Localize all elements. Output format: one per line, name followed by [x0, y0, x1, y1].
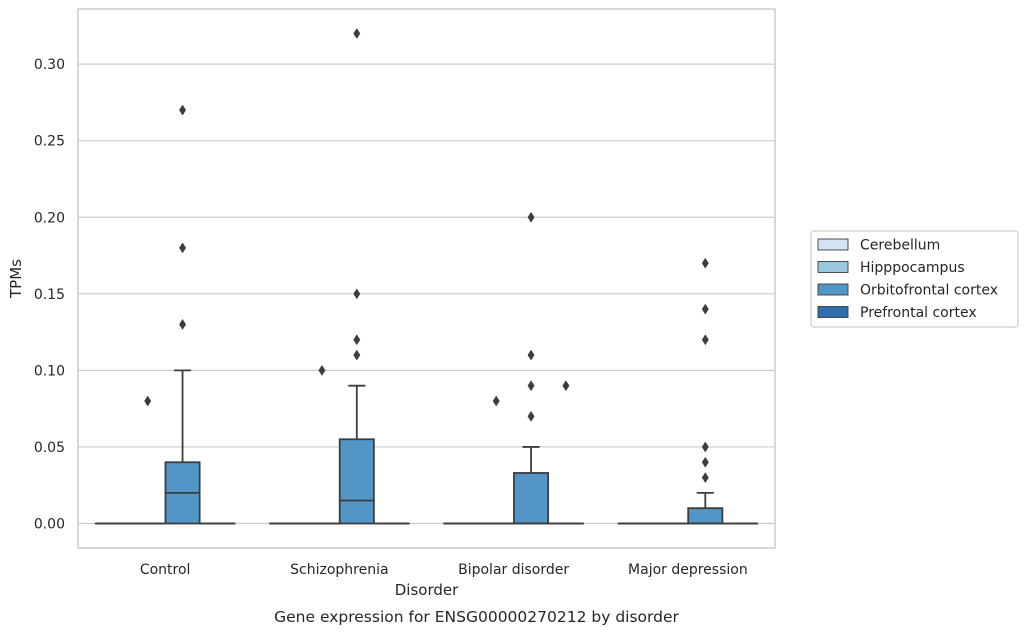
box-body	[338, 438, 375, 525]
outlier-point	[701, 303, 709, 315]
y-tick-label: 0.15	[34, 287, 65, 303]
outlier-point	[527, 211, 535, 223]
box-body	[687, 507, 724, 525]
box-body	[513, 472, 550, 525]
outlier-point	[144, 395, 152, 407]
outlier-point	[353, 334, 361, 346]
x-tick-label: Schizophrenia	[290, 562, 388, 578]
outlier-point	[527, 380, 535, 392]
box-group	[547, 380, 584, 525]
outlier-point	[701, 257, 709, 269]
legend-label: Hipppocampus	[860, 260, 965, 276]
legend-label: Cerebellum	[860, 238, 940, 254]
outlier-point	[179, 318, 187, 330]
y-tick-label: 0.25	[34, 134, 65, 150]
y-axis-title: TPMs	[7, 259, 25, 299]
x-tick-label: Major depression	[628, 562, 748, 578]
outlier-point	[179, 104, 187, 116]
x-tick-label: Bipolar disorder	[458, 562, 569, 578]
box-group	[478, 395, 515, 525]
legend-label: Orbitofrontal cortex	[860, 283, 998, 299]
x-tick-label: Control	[140, 562, 191, 578]
outlier-point	[701, 456, 709, 468]
plot-frame	[77, 8, 776, 549]
outlier-point	[701, 334, 709, 346]
legend-swatch	[817, 306, 849, 318]
y-tick-label: 0.10	[34, 363, 65, 379]
outlier-point	[701, 441, 709, 453]
y-tick-label: 0.20	[34, 210, 65, 226]
legend-swatch	[817, 283, 849, 296]
x-tick-labels: Control Schizophrenia Bipolar disorder Majo…	[140, 562, 748, 578]
box-group	[687, 257, 724, 525]
outlier-point	[353, 349, 361, 361]
chart-caption: Gene expression for ENSG00000270212 by d…	[274, 608, 679, 626]
y-tick-label: 0.30	[34, 57, 65, 73]
outlier-point	[353, 288, 361, 300]
y-tick-labels: 0.00 0.05 0.10 0.15 0.20 0.25 0.30	[34, 57, 65, 532]
x-axis-title: Disorder	[395, 581, 459, 599]
box-group	[338, 28, 375, 525]
legend-swatch	[817, 261, 849, 273]
y-tick-label: 0.00	[34, 517, 65, 533]
outlier-point	[701, 472, 709, 484]
boxes	[94, 28, 759, 525]
outlier-point	[527, 349, 535, 361]
outlier-point	[562, 380, 570, 392]
box-group	[513, 211, 550, 525]
legend-swatch	[817, 238, 849, 251]
outlier-point	[318, 364, 326, 376]
outlier-point	[179, 242, 187, 254]
legend-frame	[810, 230, 1019, 328]
outlier-point	[353, 28, 361, 39]
outlier-point	[492, 395, 500, 407]
box-group	[164, 104, 201, 525]
y-tick-label: 0.05	[34, 440, 65, 456]
legend: Cerebellum Hipppocampus Orbitofrontal cort…	[810, 230, 1019, 328]
legend-label: Prefrontal cortex	[860, 305, 977, 321]
outlier-point	[527, 410, 535, 422]
